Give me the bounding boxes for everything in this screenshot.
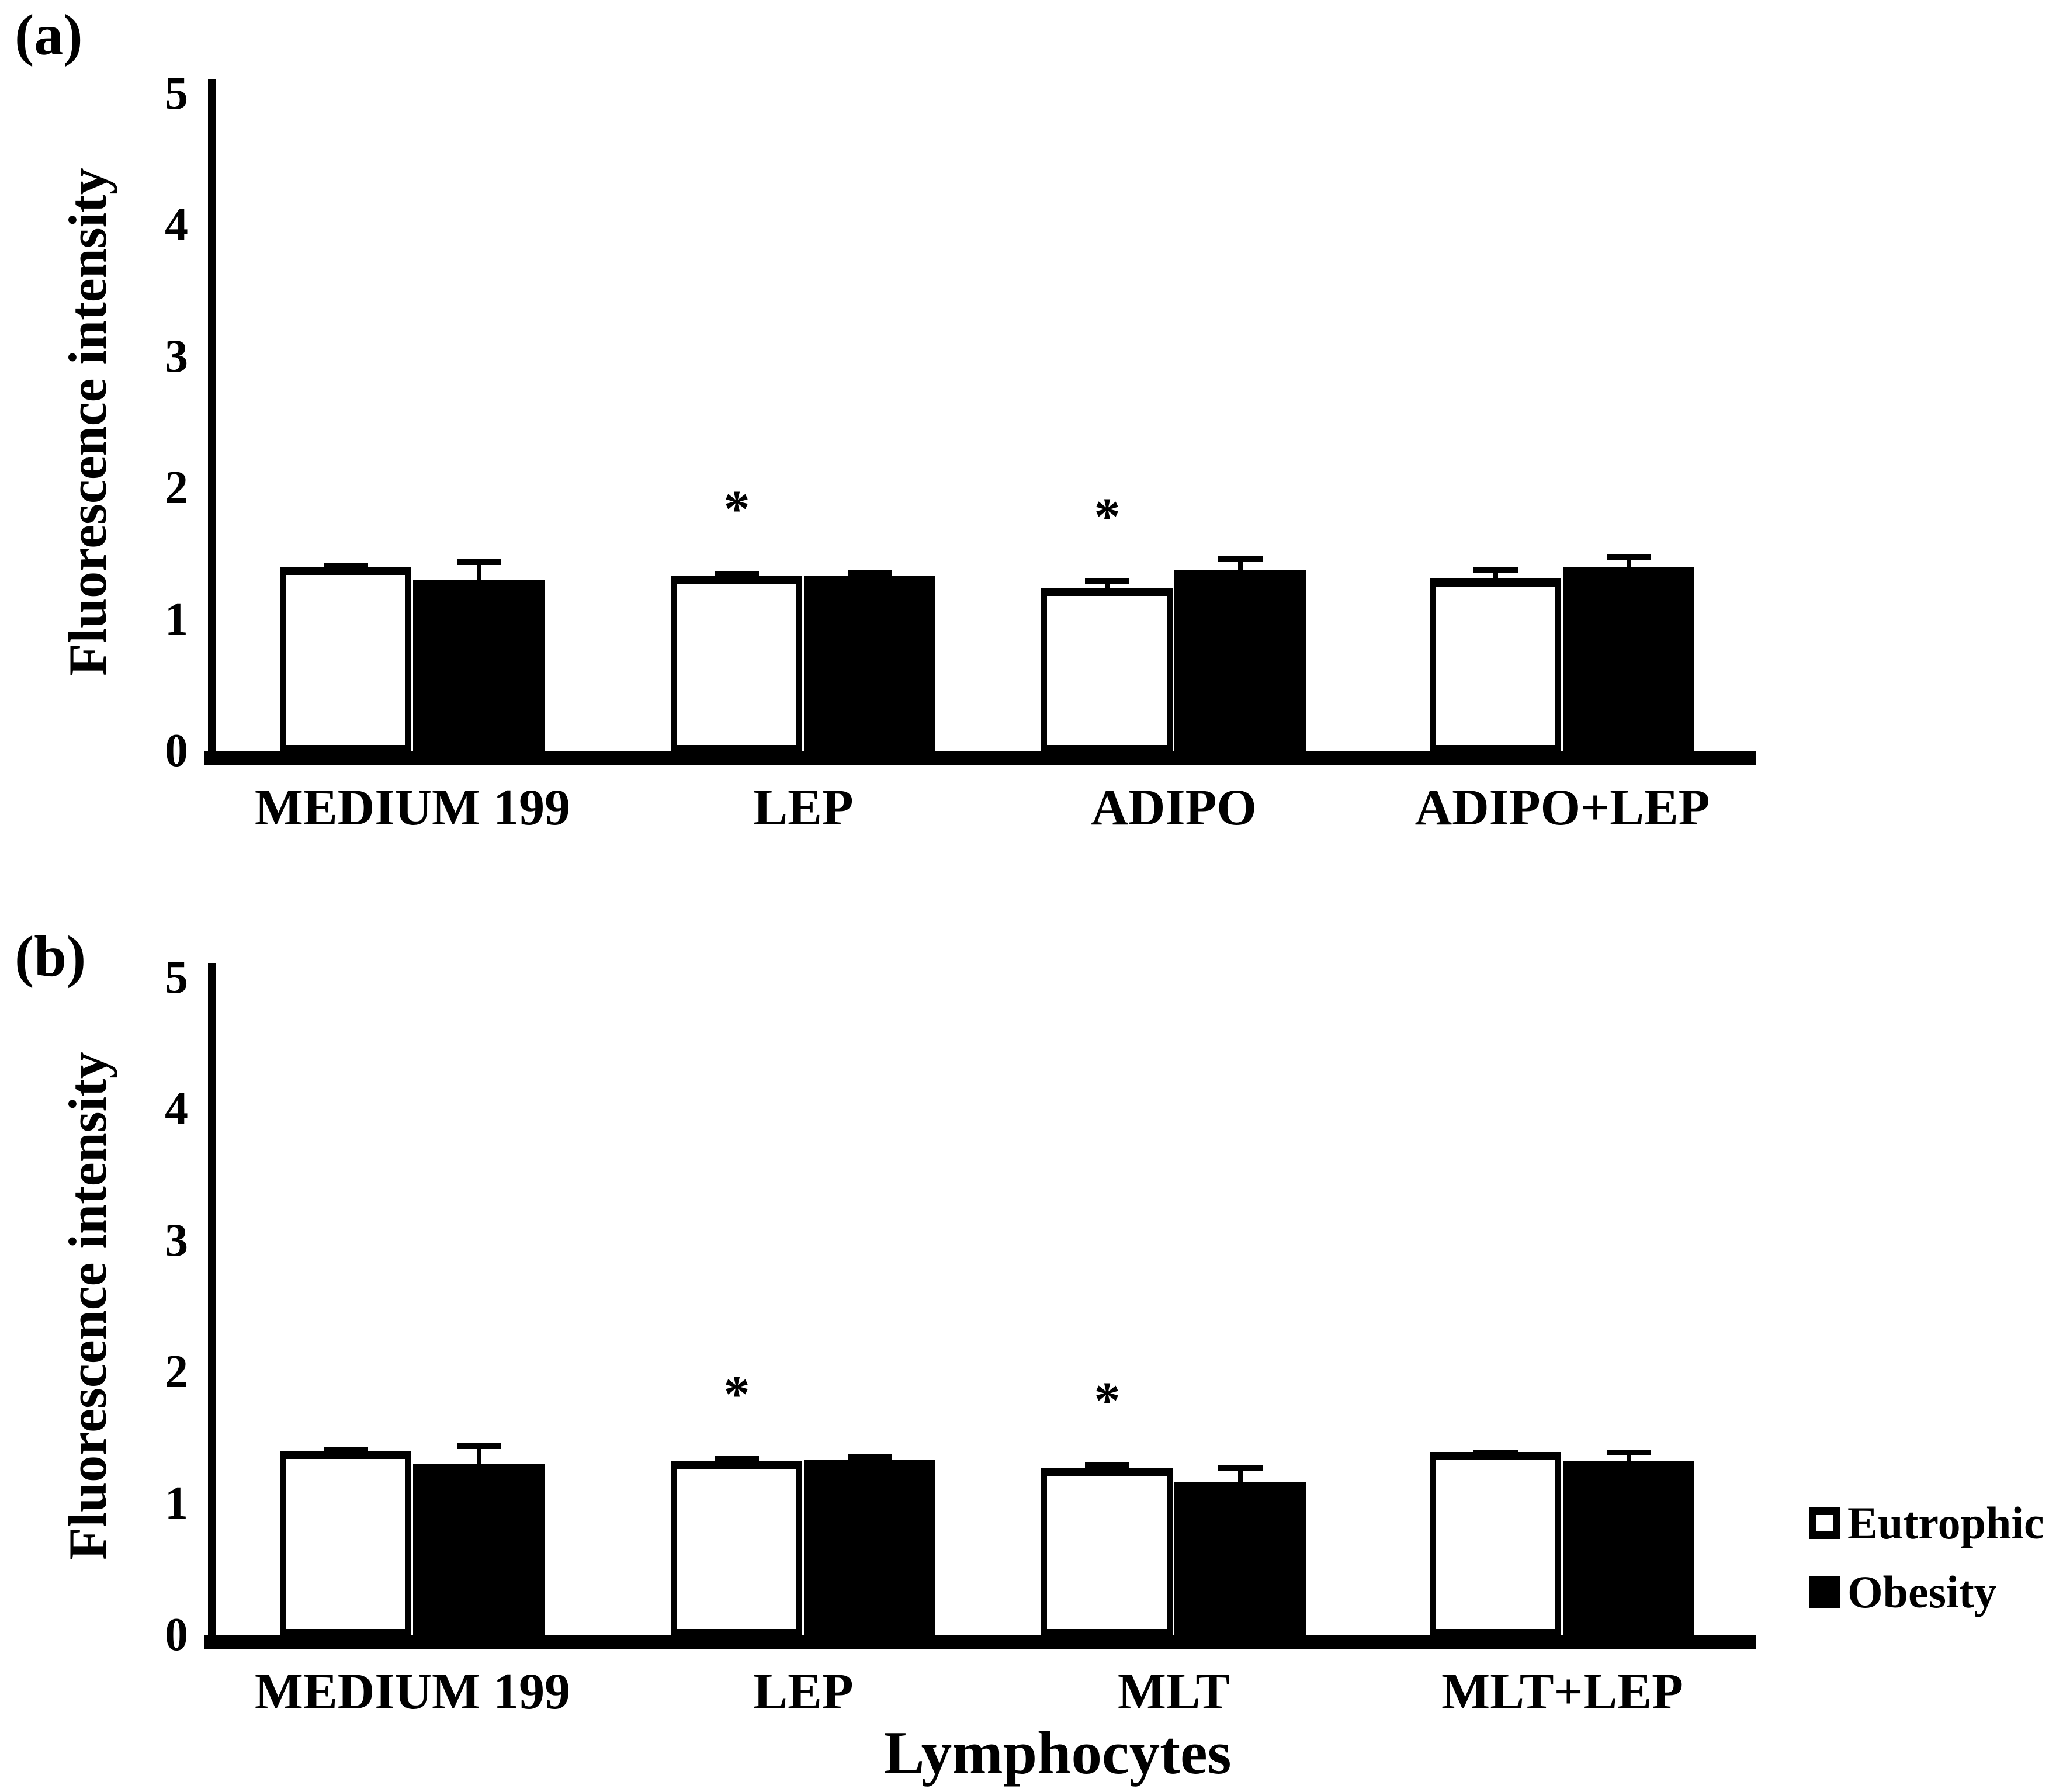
- legend-item-obesity: Obesity: [1809, 1558, 2044, 1627]
- obesity-filled-square-swatch: [1809, 1576, 1840, 1608]
- bar-eutrophic: [1041, 1468, 1173, 1635]
- x-category-label: ADIPO: [1091, 779, 1257, 836]
- y-axis-line: [208, 963, 216, 1649]
- legend-label-obesity: Obesity: [1847, 1566, 1997, 1617]
- error-bar-cap: [715, 1456, 759, 1462]
- y-tick-label: 3: [165, 1215, 188, 1266]
- y-tick-label: 2: [165, 462, 188, 514]
- y-tick-label: 5: [165, 68, 188, 119]
- bar-obesity: [804, 576, 935, 751]
- y-tick-label: 3: [165, 331, 188, 382]
- bar-obesity: [1174, 1482, 1306, 1635]
- x-category-label: MLT: [1117, 1663, 1230, 1720]
- error-bar-cap: [457, 559, 501, 565]
- y-tick-label: 4: [165, 1083, 188, 1135]
- significance-asterisk: *: [1094, 1372, 1121, 1430]
- x-category-label: ADIPO+LEP: [1414, 779, 1710, 836]
- bar-eutrophic: [1430, 1452, 1561, 1635]
- error-bar-cap: [1607, 1450, 1651, 1455]
- error-bar: [477, 559, 481, 584]
- legend: Eutrophic Obesity: [1809, 1489, 2044, 1627]
- y-axis-line: [208, 79, 216, 765]
- error-bar-cap: [457, 1443, 501, 1449]
- panel-b-label: (b): [15, 924, 86, 989]
- error-bar: [1627, 1450, 1631, 1465]
- legend-item-eutrophic: Eutrophic: [1809, 1489, 2044, 1558]
- y-tick-label: 0: [165, 725, 188, 777]
- significance-asterisk: *: [723, 480, 750, 538]
- bar-obesity: [804, 1460, 935, 1635]
- bar-obesity: [1563, 567, 1694, 751]
- bar-eutrophic: [280, 1451, 411, 1635]
- bar-eutrophic: [1041, 588, 1173, 751]
- x-axis-line: [204, 1635, 1756, 1649]
- y-tick-label: 1: [165, 1478, 188, 1529]
- significance-asterisk: *: [1094, 488, 1121, 546]
- error-bar-cap: [848, 1454, 892, 1460]
- bar-obesity: [1174, 570, 1306, 751]
- error-bar-cap: [1607, 554, 1651, 560]
- x-category-label: MEDIUM 199: [254, 1663, 571, 1720]
- panel-a-y-axis-title: Fluorescence intensity: [58, 168, 117, 676]
- bar-eutrophic: [1430, 578, 1561, 751]
- x-category-label: LEP: [753, 1663, 854, 1720]
- panel-a-label: (a): [15, 2, 83, 67]
- y-tick-label: 5: [165, 952, 188, 1003]
- bar-obesity: [413, 1464, 545, 1635]
- error-bar-cap: [1085, 578, 1129, 584]
- error-bar-cap: [1218, 1465, 1263, 1471]
- error-bar: [1105, 578, 1110, 591]
- bar-obesity: [413, 580, 545, 751]
- error-bar-cap: [1473, 567, 1518, 573]
- error-bar-cap: [324, 1447, 368, 1453]
- x-category-label: LEP: [753, 779, 854, 836]
- significance-asterisk: *: [723, 1365, 750, 1423]
- error-bar-cap: [1218, 556, 1263, 562]
- y-tick-label: 4: [165, 199, 188, 251]
- error-bar-cap: [324, 563, 368, 569]
- error-bar: [477, 1443, 481, 1468]
- x-axis-line: [204, 751, 1756, 765]
- error-bar-cap: [848, 570, 892, 576]
- legend-label-eutrophic: Eutrophic: [1847, 1498, 2044, 1548]
- bar-obesity: [1563, 1461, 1694, 1635]
- error-bar: [1627, 554, 1631, 571]
- error-bar-cap: [1085, 1462, 1129, 1468]
- y-tick-label: 0: [165, 1609, 188, 1661]
- panel-b-x-axis-title: Lymphocytes: [883, 1718, 1232, 1787]
- y-tick-label: 1: [165, 594, 188, 645]
- error-bar: [1238, 556, 1243, 573]
- bar-eutrophic: [671, 1461, 802, 1635]
- bar-eutrophic: [280, 567, 411, 751]
- eutrophic-open-square-swatch: [1809, 1507, 1840, 1539]
- panel-b-y-axis-title: Fluorescence intensity: [58, 1052, 117, 1560]
- x-category-label: MEDIUM 199: [254, 779, 571, 836]
- error-bar-cap: [715, 571, 759, 577]
- y-tick-label: 2: [165, 1346, 188, 1398]
- error-bar: [1238, 1465, 1243, 1486]
- x-category-label: MLT+LEP: [1441, 1663, 1683, 1720]
- error-bar: [1493, 567, 1498, 582]
- bar-eutrophic: [671, 576, 802, 751]
